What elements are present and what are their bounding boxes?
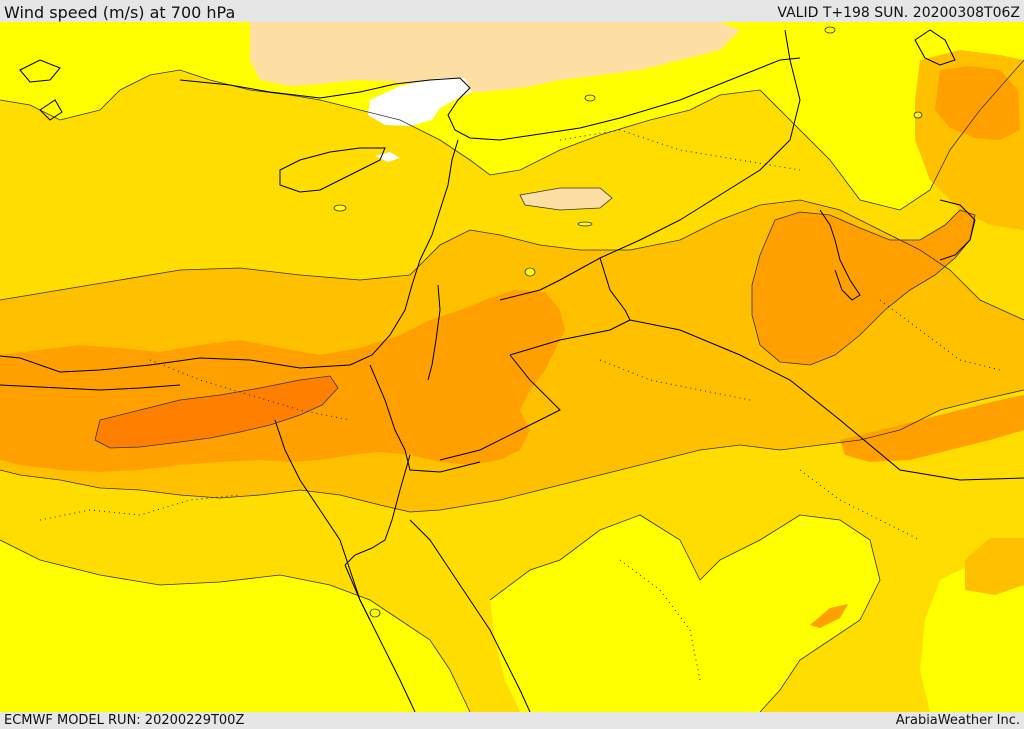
- map-canvas: [0, 22, 1024, 712]
- model-run-label: ECMWF MODEL RUN: 20200229T00Z: [4, 713, 245, 728]
- zone-orange-central: [752, 210, 975, 365]
- zone-peach-inland: [520, 188, 612, 210]
- footer-bar: ECMWF MODEL RUN: 20200229T00Z ArabiaWeat…: [0, 712, 1024, 729]
- credit-label: ArabiaWeather Inc.: [895, 713, 1020, 728]
- dotted-lines: [39, 129, 1001, 681]
- wind-speed-map: [0, 22, 1024, 712]
- zone-orange-patch: [810, 604, 848, 628]
- zone-white-small: [375, 152, 400, 162]
- isotach-contours: [0, 59, 1024, 712]
- valid-time: VALID T+198 SUN. 20200308T06Z: [777, 5, 1020, 21]
- map-title: Wind speed (m/s) at 700 hPa: [4, 3, 236, 22]
- small-islands: [333, 26, 923, 618]
- zone-white: [368, 78, 472, 126]
- header-bar: Wind speed (m/s) at 700 hPa VALID T+198 …: [0, 0, 1024, 22]
- zone-light-southeast: [490, 515, 880, 712]
- zone-peach-north: [250, 22, 740, 92]
- zone-orange-east: [840, 395, 1024, 462]
- zone-amber-patch-east: [965, 538, 1024, 595]
- coastlines-borders: [0, 29, 1024, 712]
- zone-light-south: [0, 540, 470, 712]
- zone-orange-northeast: [935, 66, 1020, 140]
- zone-dark-orange: [95, 376, 338, 448]
- zone-light-east: [920, 560, 1024, 712]
